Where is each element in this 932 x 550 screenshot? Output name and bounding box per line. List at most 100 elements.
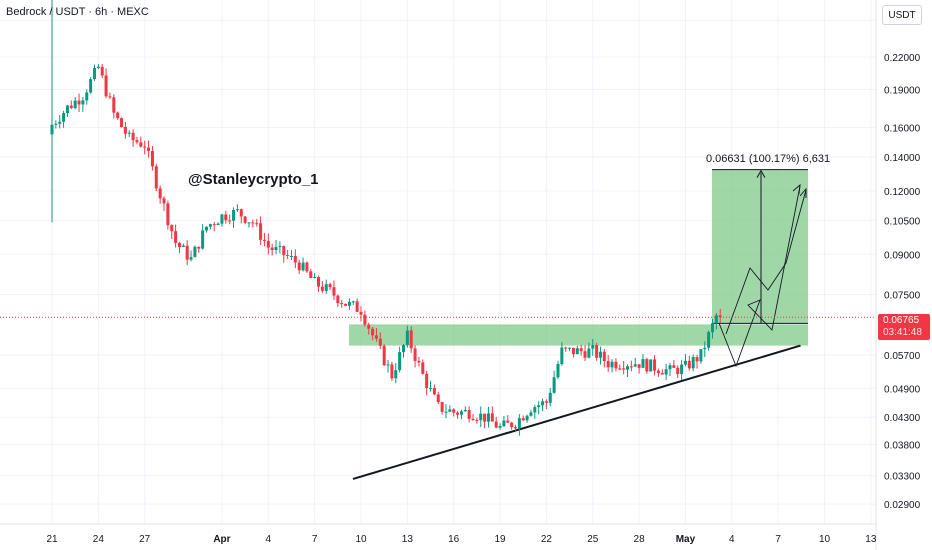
author-watermark: @Stanleycrypto_1	[188, 171, 319, 188]
candle-body	[77, 100, 81, 105]
candle-body	[259, 223, 263, 240]
candle-body	[595, 345, 599, 358]
candle-body	[525, 415, 529, 421]
candle-body	[583, 351, 587, 358]
candle-body	[201, 230, 205, 249]
candle-body	[629, 366, 633, 368]
candle-body	[668, 365, 672, 370]
candle-body	[69, 105, 73, 109]
target-measure-label: 0.06631 (100.17%) 6,631	[706, 153, 831, 165]
last-price-value: 0.06765	[883, 315, 920, 326]
x-tick-label: 19	[494, 534, 506, 545]
candle-body	[622, 368, 626, 370]
candle-body	[417, 360, 421, 363]
candle-body	[320, 286, 324, 291]
x-tick-label: 28	[634, 534, 646, 545]
x-tick-label: 7	[312, 534, 318, 545]
y-tick-label: 0.19000	[884, 85, 921, 96]
y-tick-label: 0.02900	[884, 500, 921, 511]
x-tick-label: 4	[729, 534, 735, 545]
candle-body	[266, 240, 270, 248]
currency-unit-button[interactable]: USDT	[882, 5, 922, 25]
candle-body	[305, 262, 309, 272]
candle-body	[390, 364, 394, 379]
candle-body	[131, 132, 135, 141]
y-tick-label: 0.22000	[884, 53, 921, 64]
candle-body	[575, 348, 579, 355]
candle-body	[166, 203, 170, 226]
candle-body	[517, 418, 521, 429]
candle-body	[660, 373, 664, 375]
candle-body	[65, 105, 69, 114]
x-tick-label: 24	[93, 534, 105, 545]
candle-body	[100, 66, 104, 76]
projection-arrow-a	[792, 183, 801, 195]
candle-body	[571, 347, 575, 355]
candle-body	[579, 348, 583, 352]
x-tick-label: 13	[402, 534, 414, 545]
candle-body	[216, 223, 220, 225]
candle-body	[85, 92, 89, 101]
candle-body	[235, 209, 239, 211]
target-zone	[712, 169, 808, 324]
candle-body	[394, 370, 398, 379]
y-tick-label: 0.04300	[884, 413, 921, 424]
candle-body	[371, 328, 375, 336]
candle-body	[170, 225, 174, 232]
candle-body	[436, 394, 440, 403]
candle-body	[471, 418, 475, 421]
candle-body	[104, 75, 108, 97]
x-tick-label: 10	[819, 534, 831, 545]
target-arrow-head	[756, 169, 766, 178]
candle-body	[123, 126, 127, 134]
candle-body	[649, 359, 653, 372]
candle-body	[73, 100, 77, 109]
candle-body	[54, 123, 58, 125]
candle-body	[541, 401, 545, 406]
candle-body	[378, 338, 382, 346]
candle-body	[687, 360, 691, 369]
candle-body	[359, 311, 363, 315]
candle-body	[293, 256, 297, 263]
candle-body	[374, 335, 378, 339]
candle-body	[653, 359, 657, 371]
candle-body	[239, 209, 243, 217]
candle-body	[467, 410, 471, 419]
candle-body	[62, 113, 66, 122]
candle-body	[614, 361, 618, 369]
x-tick-label: 7	[775, 534, 781, 545]
candle-body	[135, 140, 139, 143]
candle-body	[448, 409, 452, 412]
candle-body	[147, 147, 151, 151]
x-tick-label: 16	[448, 534, 460, 545]
candle-body	[502, 420, 506, 427]
candle-body	[262, 239, 266, 241]
candle-body	[212, 224, 216, 226]
candle-body	[247, 222, 251, 224]
candle-body	[89, 79, 93, 93]
candle-body	[459, 411, 463, 415]
y-tick-label: 0.04900	[884, 384, 921, 395]
candle-body	[386, 364, 390, 366]
candle-body	[413, 348, 417, 361]
candle-body	[656, 370, 660, 374]
candle-body	[332, 287, 336, 296]
x-tick-label: Apr	[213, 534, 230, 545]
candle-body	[154, 166, 158, 189]
candle-body	[108, 96, 112, 98]
candle-body	[598, 351, 602, 358]
candle-body	[463, 410, 467, 412]
candle-body	[432, 387, 436, 395]
y-tick-label: 0.07500	[884, 291, 921, 302]
candle-body	[514, 427, 517, 429]
candle-body	[672, 365, 676, 368]
candle-body	[232, 209, 236, 221]
x-tick-label: 27	[139, 534, 151, 545]
candle-body	[205, 226, 208, 231]
candle-body	[510, 422, 514, 428]
last-price-badge: 0.06765 03:41:48	[878, 314, 930, 340]
candle-body	[367, 324, 371, 329]
y-tick-label: 0.14000	[884, 153, 921, 164]
candle-body	[351, 301, 355, 303]
